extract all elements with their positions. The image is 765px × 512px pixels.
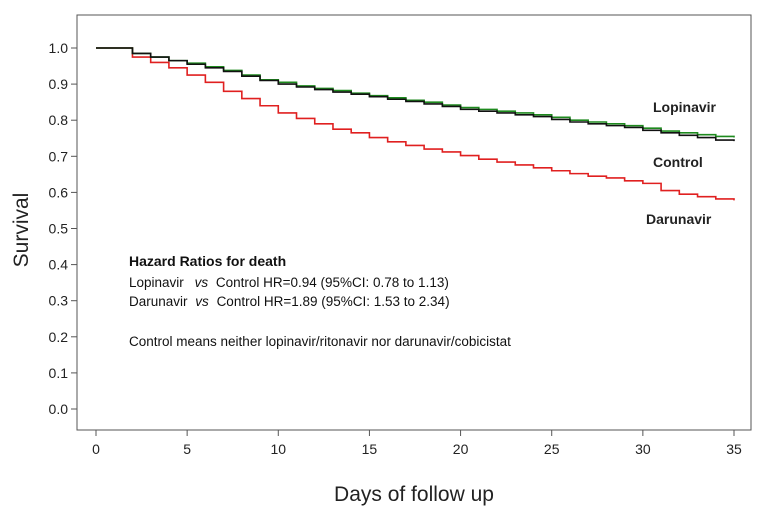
y-tick-label: 0.6 [49,184,69,200]
annotation-lopinavir-hr: Control HR=0.94 (95%CI: 0.78 to 1.13) [216,275,449,290]
control-label: Control [653,154,703,170]
x-axis: 0 5 10 15 20 25 30 35 [92,430,742,457]
x-tick-label: 20 [453,441,469,457]
y-tick-label: 0.9 [49,76,69,92]
annotation-darunavir-vs: vs [195,294,209,309]
annotation-title: Hazard Ratios for death [129,253,286,269]
y-tick-label: 0.3 [49,293,69,309]
x-axis-title: Days of follow up [334,483,494,506]
annotation-note: Control means neither lopinavir/ritonavi… [129,334,511,349]
y-tick-label: 0.7 [49,148,69,164]
y-axis-title: Survival [10,193,33,268]
x-tick-label: 15 [362,441,378,457]
y-tick-label: 0.1 [49,365,69,381]
y-axis: 0.0 0.1 0.2 0.3 0.4 0.5 0.6 0.7 0.8 0.9 1.0 [49,40,77,417]
hazard-ratio-annotation: Hazard Ratios for death Lopinavir vs Con… [129,253,511,349]
lopinavir-label: Lopinavir [653,99,717,115]
x-tick-label: 30 [635,441,651,457]
x-tick-label: 0 [92,441,100,457]
annotation-darunavir-hr: Control HR=1.89 (95%CI: 1.53 to 2.34) [217,294,450,309]
annotation-darunavir-name: Darunavir [129,294,188,309]
x-tick-label: 25 [544,441,560,457]
series-layer [96,47,735,201]
series-darunavir-curve [96,47,735,201]
annotation-line-lopinavir: Lopinavir vs Control HR=0.94 (95%CI: 0.7… [129,275,449,290]
series-lopinavir-curve [96,47,735,138]
annotation-lopinavir-name: Lopinavir [129,275,184,290]
y-tick-label: 0.4 [49,257,69,273]
x-tick-label: 5 [183,441,191,457]
series-control-curve [96,47,735,142]
x-tick-label: 10 [270,441,286,457]
darunavir-label: Darunavir [646,211,712,227]
annotation-line-darunavir: Darunavir vs Control HR=1.89 (95%CI: 1.5… [129,294,450,309]
y-tick-label: 1.0 [49,40,69,56]
y-tick-label: 0.0 [49,401,69,417]
plot-frame [76,14,752,431]
y-tick-label: 0.5 [49,221,69,237]
annotation-lopinavir-vs: vs [195,275,209,290]
y-tick-label: 0.8 [49,112,69,128]
y-tick-label: 0.2 [49,329,69,345]
x-tick-label: 35 [726,441,742,457]
